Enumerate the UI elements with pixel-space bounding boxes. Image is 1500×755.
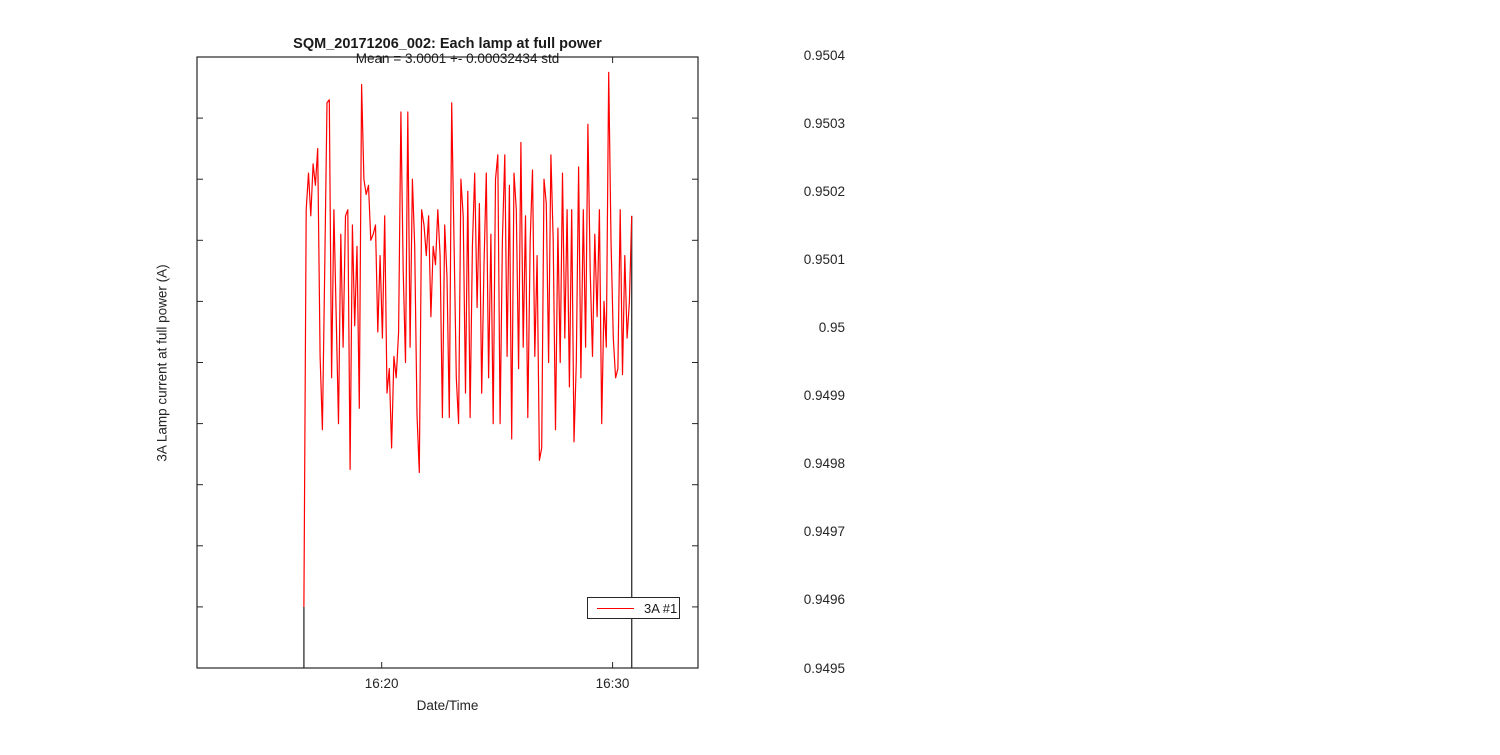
plot-area-lamp-1a bbox=[750, 0, 1500, 750]
x-tick-label: 16:20 bbox=[364, 676, 399, 691]
y-tick-label: 0.9497 bbox=[803, 524, 845, 540]
y-tick-label: 0.9503 bbox=[803, 115, 845, 131]
y-tick-label: 0.9495 bbox=[803, 660, 845, 676]
chart-3a-lamp: 2.99882.9992.99922.99942.99962.999833.00… bbox=[0, 0, 750, 750]
y-tick-label: 0.9499 bbox=[803, 388, 845, 404]
y-tick-label: 0.9498 bbox=[803, 456, 845, 472]
chart-title: SQM_20171206_002: Each lamp at full powe… bbox=[293, 36, 602, 52]
y-tick-label: 0.9501 bbox=[803, 251, 845, 267]
y-tick-label: 0.9502 bbox=[803, 183, 845, 199]
y-axis-label: 3A Lamp current at full power (A) bbox=[154, 263, 170, 462]
y-tick-label: 0.9496 bbox=[803, 592, 845, 608]
mean-annotation-line: Mean = 3.0001 +- 0.00032434 std bbox=[355, 50, 560, 66]
chart-1a-lamp: 0.9495 0.9496 0.9497 0.9498 0.9499 0.95 0.9501… bbox=[750, 0, 1500, 750]
legend: 3A #1 bbox=[587, 597, 680, 619]
series-line-lamp-3a bbox=[303, 71, 633, 607]
x-axis-label: Date/Time bbox=[416, 698, 479, 713]
legend-label: 3A #1 bbox=[644, 600, 678, 616]
y-tick-label: 0.95 bbox=[818, 319, 845, 335]
y-tick-label: 0.9504 bbox=[803, 47, 845, 63]
legend-line-sample bbox=[597, 607, 634, 609]
x-tick-label: 16:30 bbox=[595, 676, 630, 691]
